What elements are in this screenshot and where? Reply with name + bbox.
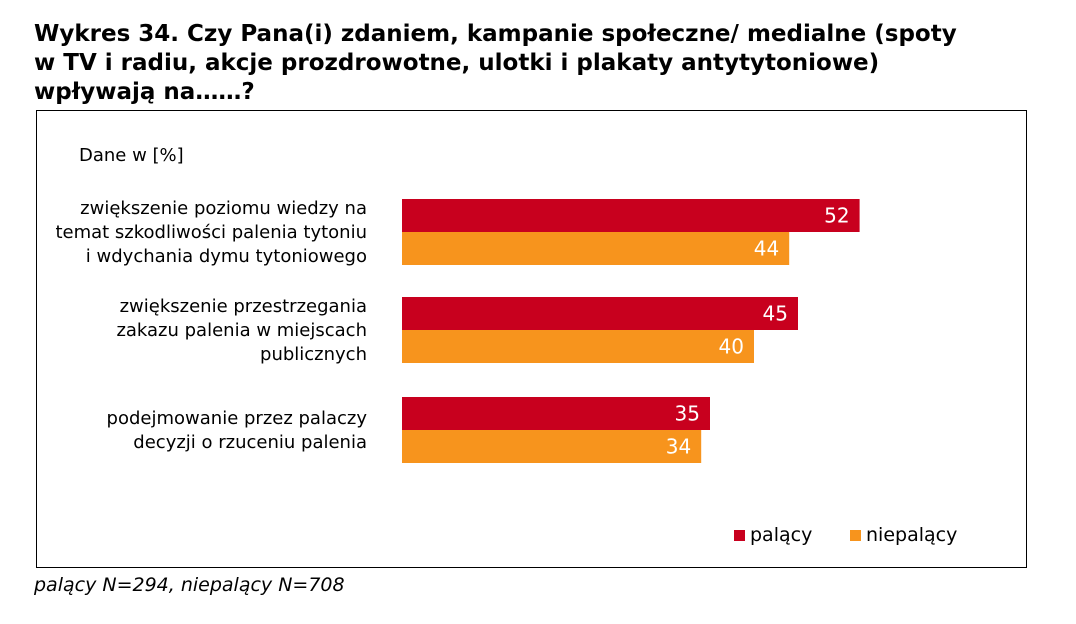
chart-title-line-2: w TV i radiu, akcje prozdrowotne, ulotki… <box>34 50 880 76</box>
data-label-palacy-1: 52 <box>824 204 849 228</box>
category-label-1-line-1: zwiększenie poziomu wiedzy na <box>80 198 367 219</box>
bar-chart: Dane w [%] 52 44 zwiększenie poziomu wiedzy… <box>55 145 957 546</box>
category-label-1-line-3: i wdychania dymu tytoniowego <box>86 246 367 267</box>
legend-swatch-niepalacy <box>850 530 861 541</box>
data-label-niepalacy-1: 44 <box>754 237 779 261</box>
category-label-3-line-2: decyzji o rzuceniu palenia <box>133 432 367 453</box>
bar-palacy-2 <box>402 297 798 330</box>
chart-frame: Dane w [%] 52 44 zwiększenie poziomu wiedzy… <box>36 110 1027 568</box>
data-label-niepalacy-2: 40 <box>719 335 744 359</box>
bar-niepalacy-2 <box>402 330 754 363</box>
unit-label: Dane w [%] <box>79 145 184 166</box>
legend-label-palacy: palący <box>750 524 812 546</box>
data-label-palacy-3: 35 <box>675 402 700 426</box>
bar-palacy-3 <box>402 397 710 430</box>
chart-title-line-3: wpływają na……? <box>34 79 255 105</box>
category-label-1-line-2: temat szkodliwości palenia tytoniu <box>55 222 367 243</box>
bar-niepalacy-1 <box>402 232 790 265</box>
legend-swatch-palacy <box>734 530 745 541</box>
category-label-3-line-1: podejmowanie przez palaczy <box>107 408 368 429</box>
category-label-2-line-3: publicznych <box>260 344 367 365</box>
chart-title: Wykres 34. Czy Pana(i) zdaniem, kampanie… <box>34 20 1034 107</box>
bar-palacy-1 <box>402 199 860 232</box>
chart-title-line-1: Wykres 34. Czy Pana(i) zdaniem, kampanie… <box>34 21 957 47</box>
category-label-2-line-1: zwiększenie przestrzegania <box>120 296 367 317</box>
data-label-palacy-2: 45 <box>763 302 788 326</box>
data-label-niepalacy-3: 34 <box>666 435 691 459</box>
category-label-2-line-2: zakazu palenia w miejscach <box>116 320 367 341</box>
legend-label-niepalacy: niepalący <box>866 524 957 546</box>
bar-niepalacy-3 <box>402 430 702 463</box>
sample-size-note: palący N=294, niepalący N=708 <box>34 574 345 596</box>
